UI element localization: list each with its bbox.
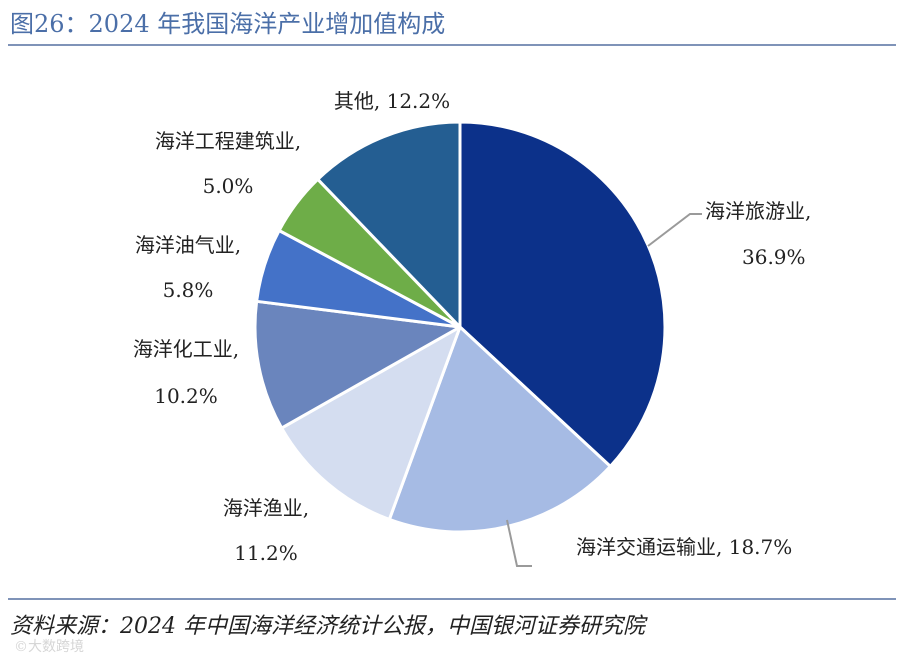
pie-slices <box>253 120 667 534</box>
figure-title: 图26：2024 年我国海洋产业增加值构成 <box>10 10 446 38</box>
slice-value-5: 5.8% <box>163 278 214 302</box>
slice-value-4: 10.2% <box>154 384 218 408</box>
source-divider <box>8 598 896 600</box>
slice-7 <box>316 120 462 329</box>
slice-label-4: 海洋化工业, <box>133 337 239 361</box>
leader-line-1 <box>647 213 702 247</box>
slice-label-5: 海洋油气业, <box>135 233 241 257</box>
slice-value-1: 36.9% <box>742 245 806 269</box>
slice-label-3: 海洋渔业, <box>223 496 309 520</box>
slice-label-6: 海洋工程建筑业, <box>155 129 301 153</box>
leader-line-2 <box>506 519 532 567</box>
slice-labels: 海洋旅游业, 36.9% 海洋交通运输业, 18.7% 海洋渔业, 11.2% 海洋化工业… <box>133 89 812 565</box>
slice-3 <box>280 325 462 521</box>
pie-chart: 海洋旅游业, 36.9% 海洋交通运输业, 18.7% 海洋渔业, 11.2% 海洋化工业… <box>133 89 812 567</box>
leader-lines <box>506 213 702 567</box>
slice-value-6: 5.0% <box>203 174 254 198</box>
slice-4 <box>253 299 462 430</box>
slice-value-3: 11.2% <box>234 541 298 565</box>
watermark: ©大数跨境 <box>14 639 84 655</box>
slice-label-1: 海洋旅游业, <box>705 199 811 223</box>
slice-label-2: 海洋交通运输业, 18.7% <box>576 535 792 559</box>
slice-label-7: 其他, 12.2% <box>334 89 450 113</box>
title-divider <box>8 44 896 46</box>
source-note: 资料来源：2024 年中国海洋经济统计公报，中国银河证券研究院 <box>10 614 645 639</box>
